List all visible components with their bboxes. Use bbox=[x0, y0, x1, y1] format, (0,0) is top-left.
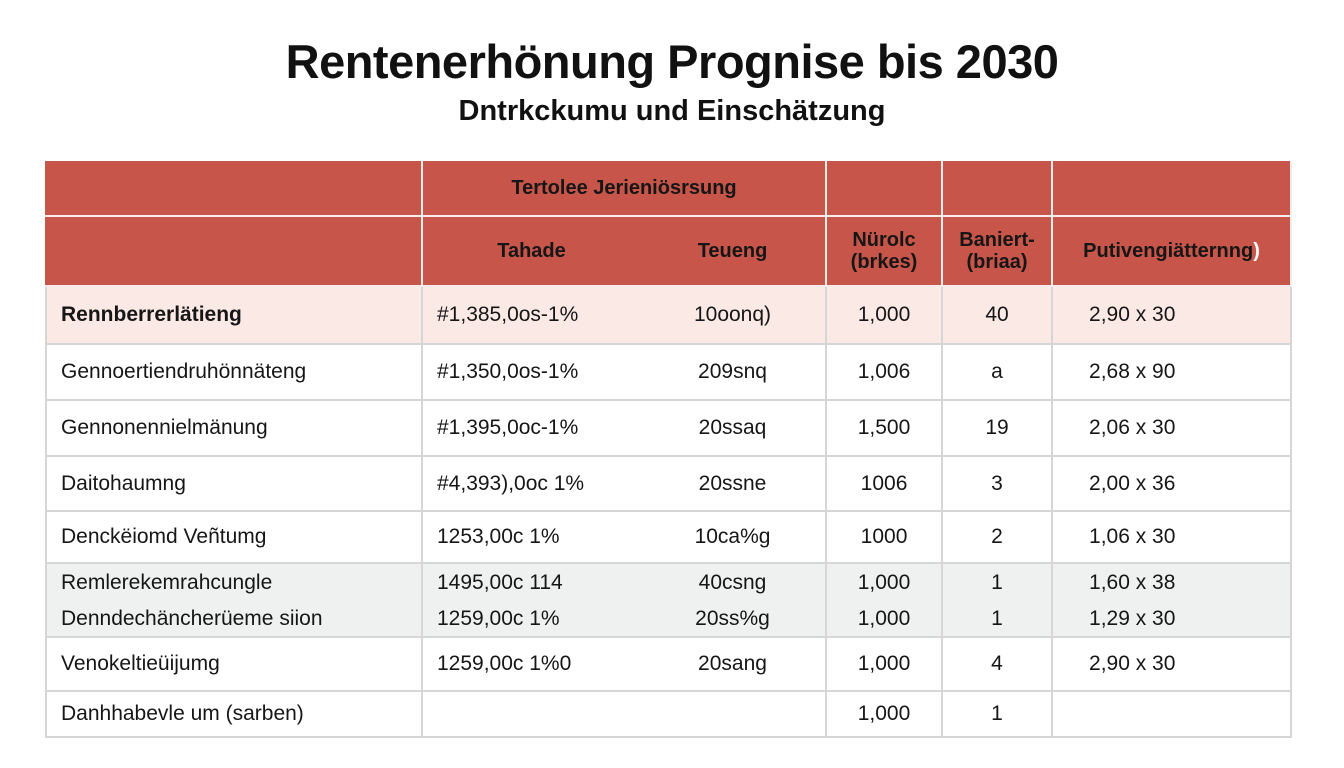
table-row: Denndechäncherüeme siion 1259,00c 1% 20s… bbox=[45, 601, 1293, 638]
teueng-cell: 40csng bbox=[640, 564, 828, 601]
teueng-cell: 20ssne bbox=[640, 457, 828, 512]
teueng-cell: 20sang bbox=[640, 638, 828, 692]
page-title: Rentenerhönung Prognise bis 2030 bbox=[285, 35, 1059, 88]
teueng-cell: 10ca%g bbox=[640, 512, 828, 564]
baniert-cell: 1 bbox=[943, 692, 1054, 738]
teueng-cell: 20ssaq bbox=[640, 401, 828, 457]
tahade-cell: #1,350,0os-1% bbox=[423, 345, 640, 401]
empty-header-cell bbox=[943, 161, 1054, 217]
teueng-cell: 209snq bbox=[640, 345, 828, 401]
row-label-cell: Rennberrerlätieng bbox=[45, 287, 423, 345]
tahade-cell bbox=[423, 692, 640, 738]
row-label-cell: Daitohaumng bbox=[45, 457, 423, 512]
row-label-cell: Gennoertiendruhönnäteng bbox=[45, 345, 423, 401]
baniert-cell: 40 bbox=[943, 287, 1054, 345]
tahade-cell: #1,395,0oc-1% bbox=[423, 401, 640, 457]
tahade-cell: 1259,00c 1%0 bbox=[423, 638, 640, 692]
empty-header-cell bbox=[1053, 161, 1293, 217]
putiveng-cell: 2,90 x 30 bbox=[1053, 287, 1293, 345]
baniert-cell: 1 bbox=[943, 564, 1054, 601]
putiveng-cell: 2,06 x 30 bbox=[1053, 401, 1293, 457]
row-label-cell: Remlerekemrahcungle bbox=[45, 564, 423, 601]
column-header-line2: (brkes) bbox=[850, 251, 918, 273]
teueng-cell: 10oonq) bbox=[640, 287, 828, 345]
row-label-cell: Denckëiomd Veñtumg bbox=[45, 512, 423, 564]
teueng-cell: 20ss%g bbox=[640, 601, 828, 638]
row-label-cell: Gennonennielmänung bbox=[45, 401, 423, 457]
baniert-cell: 1 bbox=[943, 601, 1054, 638]
column-header-baniert: Baniert- (briaa) bbox=[943, 217, 1054, 287]
page-subtitle: Dntrkckumu und Einschätzung bbox=[458, 95, 886, 127]
table-row: Remlerekemrahcungle 1495,00c 114 40csng … bbox=[45, 564, 1293, 601]
column-header-teueng: Teueng bbox=[640, 217, 828, 287]
table-header: Tertolee Jerieniösrsung Tahade Teueng Nü… bbox=[45, 161, 1293, 287]
putiveng-cell: 2,90 x 30 bbox=[1053, 638, 1293, 692]
merged-header-cell: Tertolee Jerieniösrsung bbox=[423, 161, 828, 217]
putiveng-cell bbox=[1053, 692, 1293, 738]
column-header-nurolc: Nürolc (brkes) bbox=[827, 217, 944, 287]
nurolc-cell: 1,000 bbox=[827, 601, 944, 638]
merged-header-row: Tertolee Jerieniösrsung bbox=[45, 161, 1293, 217]
tahade-cell: #1,385,0os-1% bbox=[423, 287, 640, 345]
tahade-cell: 1253,00c 1% bbox=[423, 512, 640, 564]
teueng-cell bbox=[640, 692, 828, 738]
nurolc-cell: 1,500 bbox=[827, 401, 944, 457]
nurolc-cell: 1,000 bbox=[827, 638, 944, 692]
column-header-line2: (briaa) bbox=[966, 251, 1028, 273]
table-row: Danhhabevle um (sarben) 1,000 1 bbox=[45, 692, 1293, 738]
table-row: Denckëiomd Veñtumg 1253,00c 1% 10ca%g 10… bbox=[45, 512, 1293, 564]
pension-forecast-table: Tertolee Jerieniösrsung Tahade Teueng Nü… bbox=[45, 161, 1293, 738]
nurolc-cell: 1,006 bbox=[827, 345, 944, 401]
tahade-cell: #4,393),0oc 1% bbox=[423, 457, 640, 512]
nurolc-cell: 1,000 bbox=[827, 692, 944, 738]
row-label-cell: Danhhabevle um (sarben) bbox=[45, 692, 423, 738]
table-row: Rennberrerlätieng #1,385,0os-1% 10oonq) … bbox=[45, 287, 1293, 345]
row-label-cell: Denndechäncherüeme siion bbox=[45, 601, 423, 638]
baniert-cell: 3 bbox=[943, 457, 1054, 512]
putiveng-cell: 2,00 x 36 bbox=[1053, 457, 1293, 512]
baniert-cell: 2 bbox=[943, 512, 1054, 564]
column-header-row: Tahade Teueng Nürolc (brkes) Baniert- (b… bbox=[45, 217, 1293, 287]
baniert-cell: a bbox=[943, 345, 1054, 401]
nurolc-cell: 1000 bbox=[827, 512, 944, 564]
column-header-putiveng: Putivengiätternng) bbox=[1053, 217, 1293, 287]
tahade-cell: 1259,00c 1% bbox=[423, 601, 640, 638]
table-row: Gennonennielmänung #1,395,0oc-1% 20ssaq … bbox=[45, 401, 1293, 457]
baniert-cell: 4 bbox=[943, 638, 1054, 692]
empty-header-cell bbox=[45, 161, 423, 217]
nurolc-cell: 1006 bbox=[827, 457, 944, 512]
row-label-cell: Venokeltieüijumg bbox=[45, 638, 423, 692]
putiveng-cell: 1,06 x 30 bbox=[1053, 512, 1293, 564]
tahade-cell: 1495,00c 114 bbox=[423, 564, 640, 601]
table-row: Gennoertiendruhönnäteng #1,350,0os-1% 20… bbox=[45, 345, 1293, 401]
putiveng-cell: 1,60 x 38 bbox=[1053, 564, 1293, 601]
putiveng-cell: 1,29 x 30 bbox=[1053, 601, 1293, 638]
column-header-text: Putivengiätternng bbox=[1083, 239, 1254, 262]
column-header-tahade: Tahade bbox=[423, 217, 640, 287]
nurolc-cell: 1,000 bbox=[827, 564, 944, 601]
nurolc-cell: 1,000 bbox=[827, 287, 944, 345]
empty-header-cell bbox=[45, 217, 423, 287]
baniert-cell: 19 bbox=[943, 401, 1054, 457]
column-header-line1: Nürolc bbox=[852, 228, 916, 251]
empty-header-cell bbox=[827, 161, 944, 217]
table-row: Venokeltieüijumg 1259,00c 1%0 20sang 1,0… bbox=[45, 638, 1293, 692]
white-paren: ) bbox=[1253, 239, 1260, 262]
table-row: Daitohaumng #4,393),0oc 1% 20ssne 1006 3… bbox=[45, 457, 1293, 512]
putiveng-cell: 2,68 x 90 bbox=[1053, 345, 1293, 401]
table-body: Rennberrerlätieng #1,385,0os-1% 10oonq) … bbox=[45, 287, 1293, 738]
column-header-line1: Baniert- bbox=[959, 228, 1035, 251]
